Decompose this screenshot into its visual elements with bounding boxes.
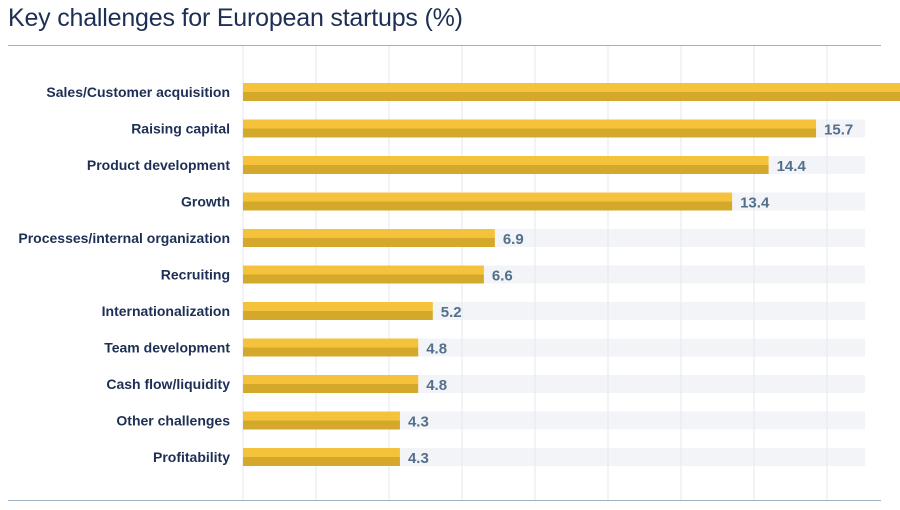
bar-bottom	[243, 92, 900, 101]
bar	[243, 229, 495, 247]
bar-top	[243, 302, 433, 311]
bar	[243, 338, 419, 357]
bar	[243, 302, 433, 320]
bar-bottom	[243, 347, 419, 357]
value-label: 6.6	[492, 268, 513, 285]
bar-top	[243, 156, 769, 165]
value-label: 15.7	[824, 122, 853, 139]
bar	[243, 375, 419, 393]
value-label: 5.2	[441, 304, 462, 321]
bar-top	[243, 119, 817, 129]
bar	[243, 192, 733, 211]
category-label: Team development	[104, 340, 230, 356]
value-label: 4.3	[408, 450, 429, 467]
bar-top	[243, 265, 484, 275]
bar-bottom	[243, 420, 400, 430]
value-label: 6.9	[503, 231, 524, 248]
bar-top	[243, 192, 733, 202]
category-label: Profitability	[153, 449, 230, 465]
bar	[243, 119, 817, 138]
value-label: 4.3	[408, 414, 429, 431]
bar	[243, 448, 400, 466]
bar-bottom	[243, 128, 817, 138]
bar-bottom	[243, 274, 484, 284]
bar-bottom	[243, 165, 769, 174]
bar-top	[243, 448, 400, 457]
bar-top	[243, 83, 900, 92]
category-label: Other challenges	[116, 413, 230, 429]
category-label: Sales/Customer acquisition	[46, 84, 230, 100]
bar-bottom	[243, 457, 400, 466]
bar	[243, 265, 484, 284]
category-label: Product development	[87, 157, 230, 173]
bar	[243, 411, 400, 430]
bar-bottom	[243, 238, 495, 247]
category-label: Cash flow/liquidity	[106, 376, 230, 392]
bar-bottom	[243, 311, 433, 320]
chart-title: Key challenges for European startups (%)	[8, 4, 463, 32]
bar-bottom	[243, 201, 733, 211]
bar	[243, 156, 769, 174]
category-label: Growth	[181, 194, 230, 210]
bottom-divider	[8, 500, 881, 501]
value-label: 4.8	[426, 341, 447, 358]
category-labels: Sales/Customer acquisition Raising capita…	[18, 84, 230, 465]
category-label: Recruiting	[161, 267, 230, 283]
value-label: 4.8	[426, 377, 447, 394]
title-divider	[8, 45, 881, 46]
category-label: Internationalization	[102, 303, 230, 319]
bars	[243, 83, 900, 466]
bar	[243, 83, 900, 101]
value-labels: 19.515.714.413.46.96.65.24.84.84.34.3	[408, 122, 853, 468]
category-label: Processes/internal organization	[18, 230, 230, 246]
bar-bottom	[243, 384, 419, 393]
value-label: 13.4	[740, 195, 770, 212]
bar-top	[243, 411, 400, 421]
category-label: Raising capital	[131, 121, 230, 137]
bar-top	[243, 229, 495, 238]
bar-top	[243, 375, 419, 384]
value-label: 14.4	[777, 158, 807, 175]
bar-top	[243, 338, 419, 348]
